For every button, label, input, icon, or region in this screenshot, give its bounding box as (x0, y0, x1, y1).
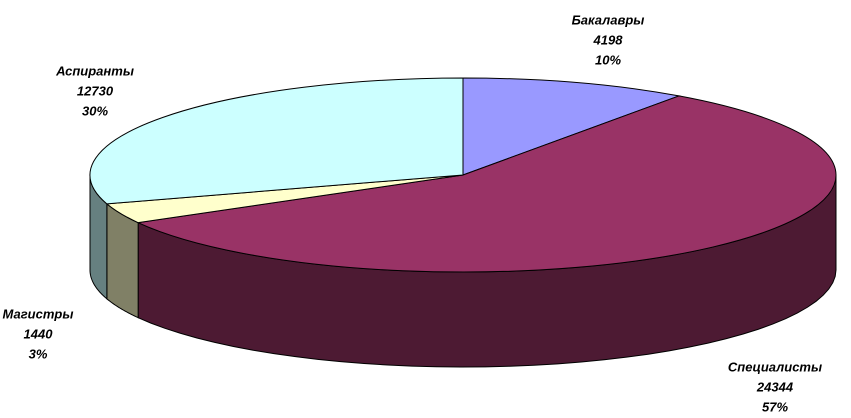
slice-percent: 10% (595, 52, 621, 67)
slice-label: Аспиранты (55, 63, 134, 78)
slice-percent: 30% (82, 103, 108, 118)
slice-value: 24344 (756, 379, 794, 394)
slice-label: Магистры (3, 306, 74, 321)
slice (136, 95, 837, 273)
slice-value: 1440 (24, 326, 54, 341)
slice (462, 77, 681, 176)
slice-value: 4198 (593, 32, 624, 47)
slice-label: Бакалавры (572, 12, 645, 27)
slice (89, 77, 464, 205)
slice-value: 12730 (77, 83, 114, 98)
slice-percent: 3% (29, 346, 48, 361)
slice-percent: 57% (762, 399, 788, 414)
slice-label: Специалисты (728, 359, 822, 374)
